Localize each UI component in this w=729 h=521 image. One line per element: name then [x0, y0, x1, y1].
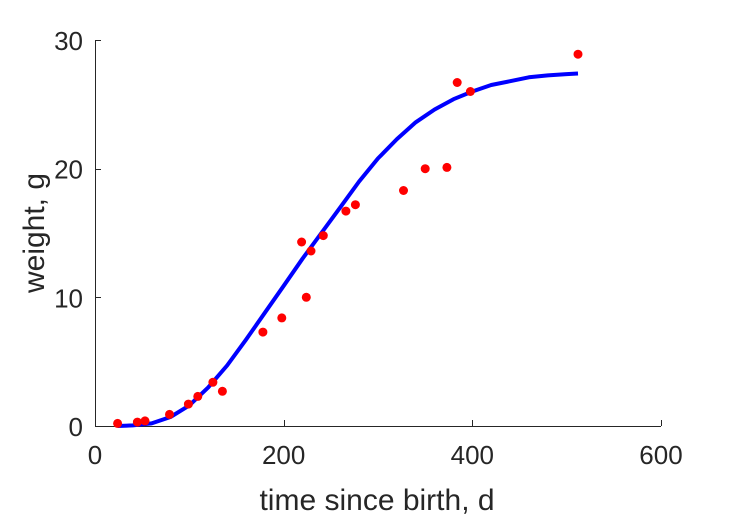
y-ticks: 0 10 20 30 — [54, 26, 101, 442]
data-point — [442, 162, 452, 172]
fitted-curve-layer — [117, 71, 579, 428]
data-point — [217, 386, 227, 396]
data-point — [140, 416, 150, 426]
data-point — [113, 418, 123, 428]
x-axis-label: time since birth, d — [259, 484, 494, 517]
data-point — [183, 399, 193, 409]
axes — [95, 40, 661, 427]
data-point — [465, 87, 475, 96]
data-points-layer — [113, 49, 583, 428]
y-tick-label: 20 — [54, 155, 83, 185]
data-point — [452, 78, 462, 87]
y-tick-label: 30 — [54, 26, 83, 56]
data-point — [193, 391, 203, 401]
data-point — [301, 292, 311, 302]
data-point — [208, 377, 218, 387]
data-point — [165, 409, 174, 419]
data-point — [132, 417, 142, 427]
data-point — [341, 206, 351, 216]
data-point — [420, 164, 430, 174]
y-axis-label: weight, g — [18, 173, 51, 294]
data-point — [399, 186, 408, 195]
x-tick-label: 0 — [88, 440, 102, 470]
data-point — [573, 49, 583, 59]
y-tick-label: 0 — [69, 412, 83, 442]
fitted-curve — [117, 71, 579, 428]
x-tick-label: 200 — [262, 440, 305, 470]
x-ticks: 0 200 400 600 — [88, 420, 683, 470]
data-point — [297, 237, 307, 247]
x-tick-label: 400 — [451, 440, 494, 470]
data-point — [277, 313, 287, 323]
y-tick-label: 10 — [54, 283, 83, 313]
data-point — [318, 231, 328, 241]
x-tick-label: 600 — [639, 440, 682, 470]
data-point — [258, 327, 268, 337]
data-point — [350, 200, 360, 210]
data-point — [306, 246, 316, 256]
